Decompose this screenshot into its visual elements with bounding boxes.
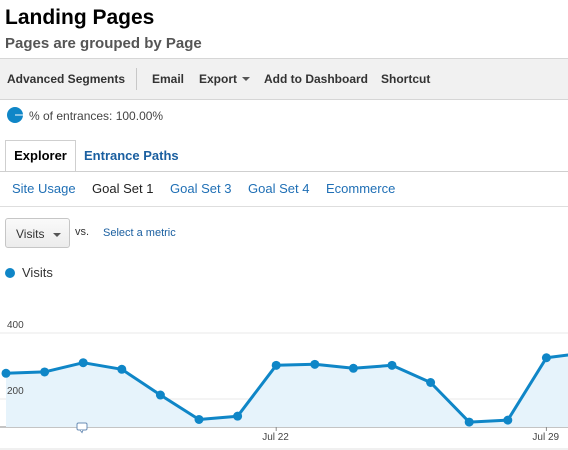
tab-entrance-paths[interactable]: Entrance Paths <box>84 148 179 163</box>
chevron-down-icon <box>53 233 61 237</box>
subtab-goal-set-3[interactable]: Goal Set 3 <box>170 181 232 196</box>
data-point[interactable] <box>271 360 281 370</box>
data-point[interactable] <box>387 360 397 370</box>
data-point[interactable] <box>464 417 474 427</box>
y-tick-label: 400 <box>7 320 24 331</box>
series-line-visits <box>5 353 568 424</box>
data-point[interactable] <box>117 364 127 374</box>
page-subtitle: Pages are grouped by Page <box>5 35 202 52</box>
subtab-ecommerce[interactable]: Ecommerce <box>326 181 396 196</box>
chevron-down-icon <box>242 76 251 81</box>
subtab-goal-set-4[interactable]: Goal Set 4 <box>248 181 310 196</box>
data-point[interactable] <box>310 359 320 369</box>
select-metric-link[interactable]: Select a metric <box>103 227 176 239</box>
data-point[interactable] <box>155 390 165 400</box>
y-tick-label: 200 <box>7 386 24 397</box>
data-point[interactable] <box>503 415 513 425</box>
shortcut-button[interactable]: Shortcut <box>381 72 431 86</box>
email-button[interactable]: Email <box>152 72 185 86</box>
annotation-icon[interactable] <box>76 422 88 434</box>
report-toolbar: Advanced Segments Email Export Add to Da… <box>0 58 568 100</box>
metric-dropdown-value: Visits <box>16 227 45 241</box>
subtabs-divider <box>0 206 568 207</box>
data-point[interactable] <box>194 414 204 424</box>
data-point[interactable] <box>78 358 88 368</box>
advanced-segments-button[interactable]: Advanced Segments <box>7 72 126 86</box>
export-label: Export <box>199 72 238 86</box>
data-point[interactable] <box>541 353 551 363</box>
entrances-percentage: % of entrances: 100.00% <box>29 109 164 123</box>
data-point[interactable] <box>348 363 358 373</box>
data-point[interactable] <box>426 378 436 387</box>
series-area-visits <box>6 355 568 427</box>
visits-chart-svg <box>0 332 568 450</box>
x-tick-label: Jul 22 <box>262 432 289 443</box>
data-point[interactable] <box>40 367 50 377</box>
data-point[interactable] <box>1 368 11 378</box>
export-button[interactable]: Export <box>199 72 251 86</box>
data-point[interactable] <box>233 411 243 421</box>
toolbar-divider <box>136 68 137 90</box>
add-to-dashboard-button[interactable]: Add to Dashboard <box>264 72 368 86</box>
visits-chart: 400 200 Jul 22 Jul 29 <box>0 285 568 450</box>
tab-explorer[interactable]: Explorer <box>5 140 76 172</box>
x-tick-label: Jul 29 <box>532 432 560 443</box>
legend-label-visits: Visits <box>22 265 53 280</box>
tabs-divider <box>0 171 568 172</box>
page-title: Landing Pages <box>5 6 155 29</box>
legend-marker <box>5 268 15 278</box>
subtab-site-usage[interactable]: Site Usage <box>12 181 76 196</box>
vs-label: vs. <box>75 226 90 238</box>
metric-dropdown[interactable]: Visits <box>5 218 70 248</box>
pie-chart-icon <box>7 107 23 123</box>
subtab-goal-set-1[interactable]: Goal Set 1 <box>92 181 154 196</box>
